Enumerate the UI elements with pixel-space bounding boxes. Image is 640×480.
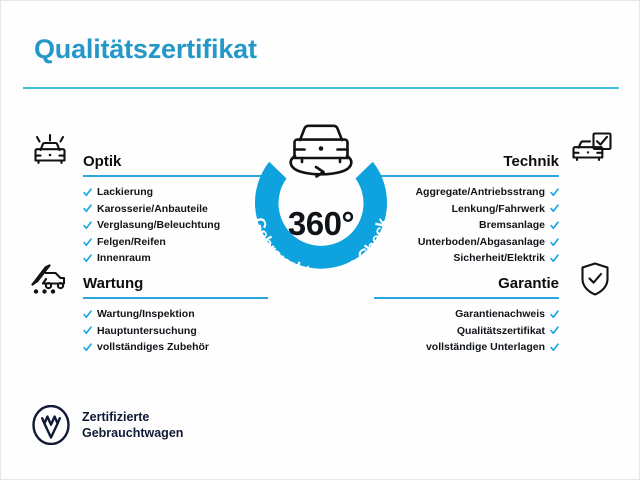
checklist-item: Bremsanlage [374, 219, 559, 232]
check-icon [550, 204, 559, 213]
checklist-item: vollständiges Zubehör [83, 341, 268, 354]
checklist-item: vollständige Unterlagen [374, 341, 559, 354]
car-checkbox-icon [568, 130, 614, 170]
section-underline [83, 297, 268, 299]
checklist-item: Felgen/Reifen [83, 236, 268, 249]
check-icon [550, 188, 559, 196]
section-underline [83, 175, 268, 177]
section-technik: Technik Aggregate/Antriebsstrang Lenkung/… [374, 147, 559, 265]
check-icon [83, 188, 92, 196]
checklist-item-label: Aggregate/Antriebsstrang [415, 186, 545, 198]
section-heading-row: Wartung [83, 269, 268, 291]
check-icon [83, 221, 92, 230]
section-heading-row: Optik [83, 147, 268, 169]
check-icon [83, 254, 92, 263]
shield-check-icon [572, 259, 618, 299]
check-icon [550, 343, 559, 352]
section-title-technik: Technik [503, 153, 559, 170]
checklist-item: Garantienachweis [374, 308, 559, 321]
section-title-wartung: Wartung [83, 275, 144, 292]
checklist-item: Lenkung/Fahrwerk [374, 203, 559, 216]
checklist-item: Sicherheit/Elektrik [374, 252, 559, 265]
section-items-garantie: Garantienachweis Qualitätszertifikat volls… [374, 308, 559, 354]
checklist-item: Karosserie/Anbauteile [83, 203, 268, 216]
checklist-item-label: Unterboden/Abgasanlage [417, 235, 545, 248]
footer-brand-text: Zertifizierte Gebrauchtwagen [82, 409, 184, 441]
checklist-item-label: Wartung/Inspektion [97, 308, 195, 320]
check-icon [83, 326, 92, 335]
check-icon [550, 221, 559, 230]
section-heading-row: Garantie [374, 269, 559, 291]
vw-logo-icon [32, 405, 70, 445]
check-icon [83, 310, 92, 318]
checklist-item-label: Felgen/Reifen [97, 235, 166, 248]
checklist-item-label: Hauptuntersuchung [97, 324, 197, 337]
checklist-item-label: Garantienachweis [455, 308, 545, 320]
header-divider [23, 87, 619, 89]
check-icon [550, 326, 559, 335]
section-items-optik: Lackierung Karosserie/Anbauteile Verglasun… [83, 186, 268, 265]
checklist-item: Wartung/Inspektion [83, 308, 268, 321]
checklist-item-label: vollständige Unterlagen [425, 341, 545, 354]
car-on-lift-icon [25, 260, 71, 300]
checklist-item: Hauptuntersuchung [83, 325, 268, 338]
car-front-shine-icon [27, 130, 73, 170]
checklist-item: Aggregate/Antriebsstrang [374, 186, 559, 199]
checklist-item: Qualitätszertifikat [374, 325, 559, 338]
check-icon [83, 204, 92, 213]
check-icon [550, 254, 559, 263]
check-icon [83, 343, 92, 352]
checklist-item-label: Verglasung/Beleuchtung [97, 219, 221, 232]
checklist-item-label: Lenkung/Fahrwerk [451, 202, 545, 215]
section-underline [374, 175, 559, 177]
section-garantie: Garantie Garantienachweis Qualitätszertif… [374, 269, 559, 354]
section-heading-row: Technik [374, 147, 559, 169]
checklist-item-label: Sicherheit/Elektrik [453, 252, 545, 265]
section-underline [374, 297, 559, 299]
check-icon [83, 237, 92, 246]
badge-degrees-label: 360° [287, 205, 355, 242]
checklist-item-label: Bremsanlage [479, 219, 545, 232]
checklist-item-label: Lackierung [97, 186, 154, 198]
section-title-optik: Optik [83, 153, 122, 170]
page-title: Qualitätszertifikat [34, 34, 257, 64]
section-title-garantie: Garantie [498, 275, 559, 292]
badge-ring: Gebrauchtwagen-Check [249, 161, 392, 282]
section-items-technik: Aggregate/Antriebsstrang Lenkung/Fahrwerk… [374, 186, 559, 265]
checklist-item: Unterboden/Abgasanlage [374, 236, 559, 249]
checklist-item-label: Qualitätszertifikat [456, 324, 545, 337]
section-items-wartung: Wartung/Inspektion Hauptuntersuchung volls… [83, 308, 268, 354]
checklist-item: Lackierung [83, 186, 268, 199]
checklist-item: Innenraum [83, 252, 268, 265]
checklist-item-label: vollständiges Zubehör [97, 341, 210, 354]
badge-360-gebrauchtwagen-check: Gebrauchtwagen-Check 360° [229, 118, 413, 302]
checklist-item: Verglasung/Beleuchtung [83, 219, 268, 232]
section-optik: Optik Lackierung Karosserie/Anbauteile Ver… [83, 147, 268, 265]
section-wartung: Wartung Wartung/Inspektion Hauptuntersuch… [83, 269, 268, 354]
check-icon [550, 310, 559, 318]
footer-brand: Zertifizierte Gebrauchtwagen [31, 405, 183, 445]
checklist-item-label: Innenraum [97, 252, 151, 265]
check-icon [550, 237, 559, 246]
checklist-item-label: Karosserie/Anbauteile [97, 202, 208, 215]
car-front-rotate-icon [278, 114, 364, 180]
